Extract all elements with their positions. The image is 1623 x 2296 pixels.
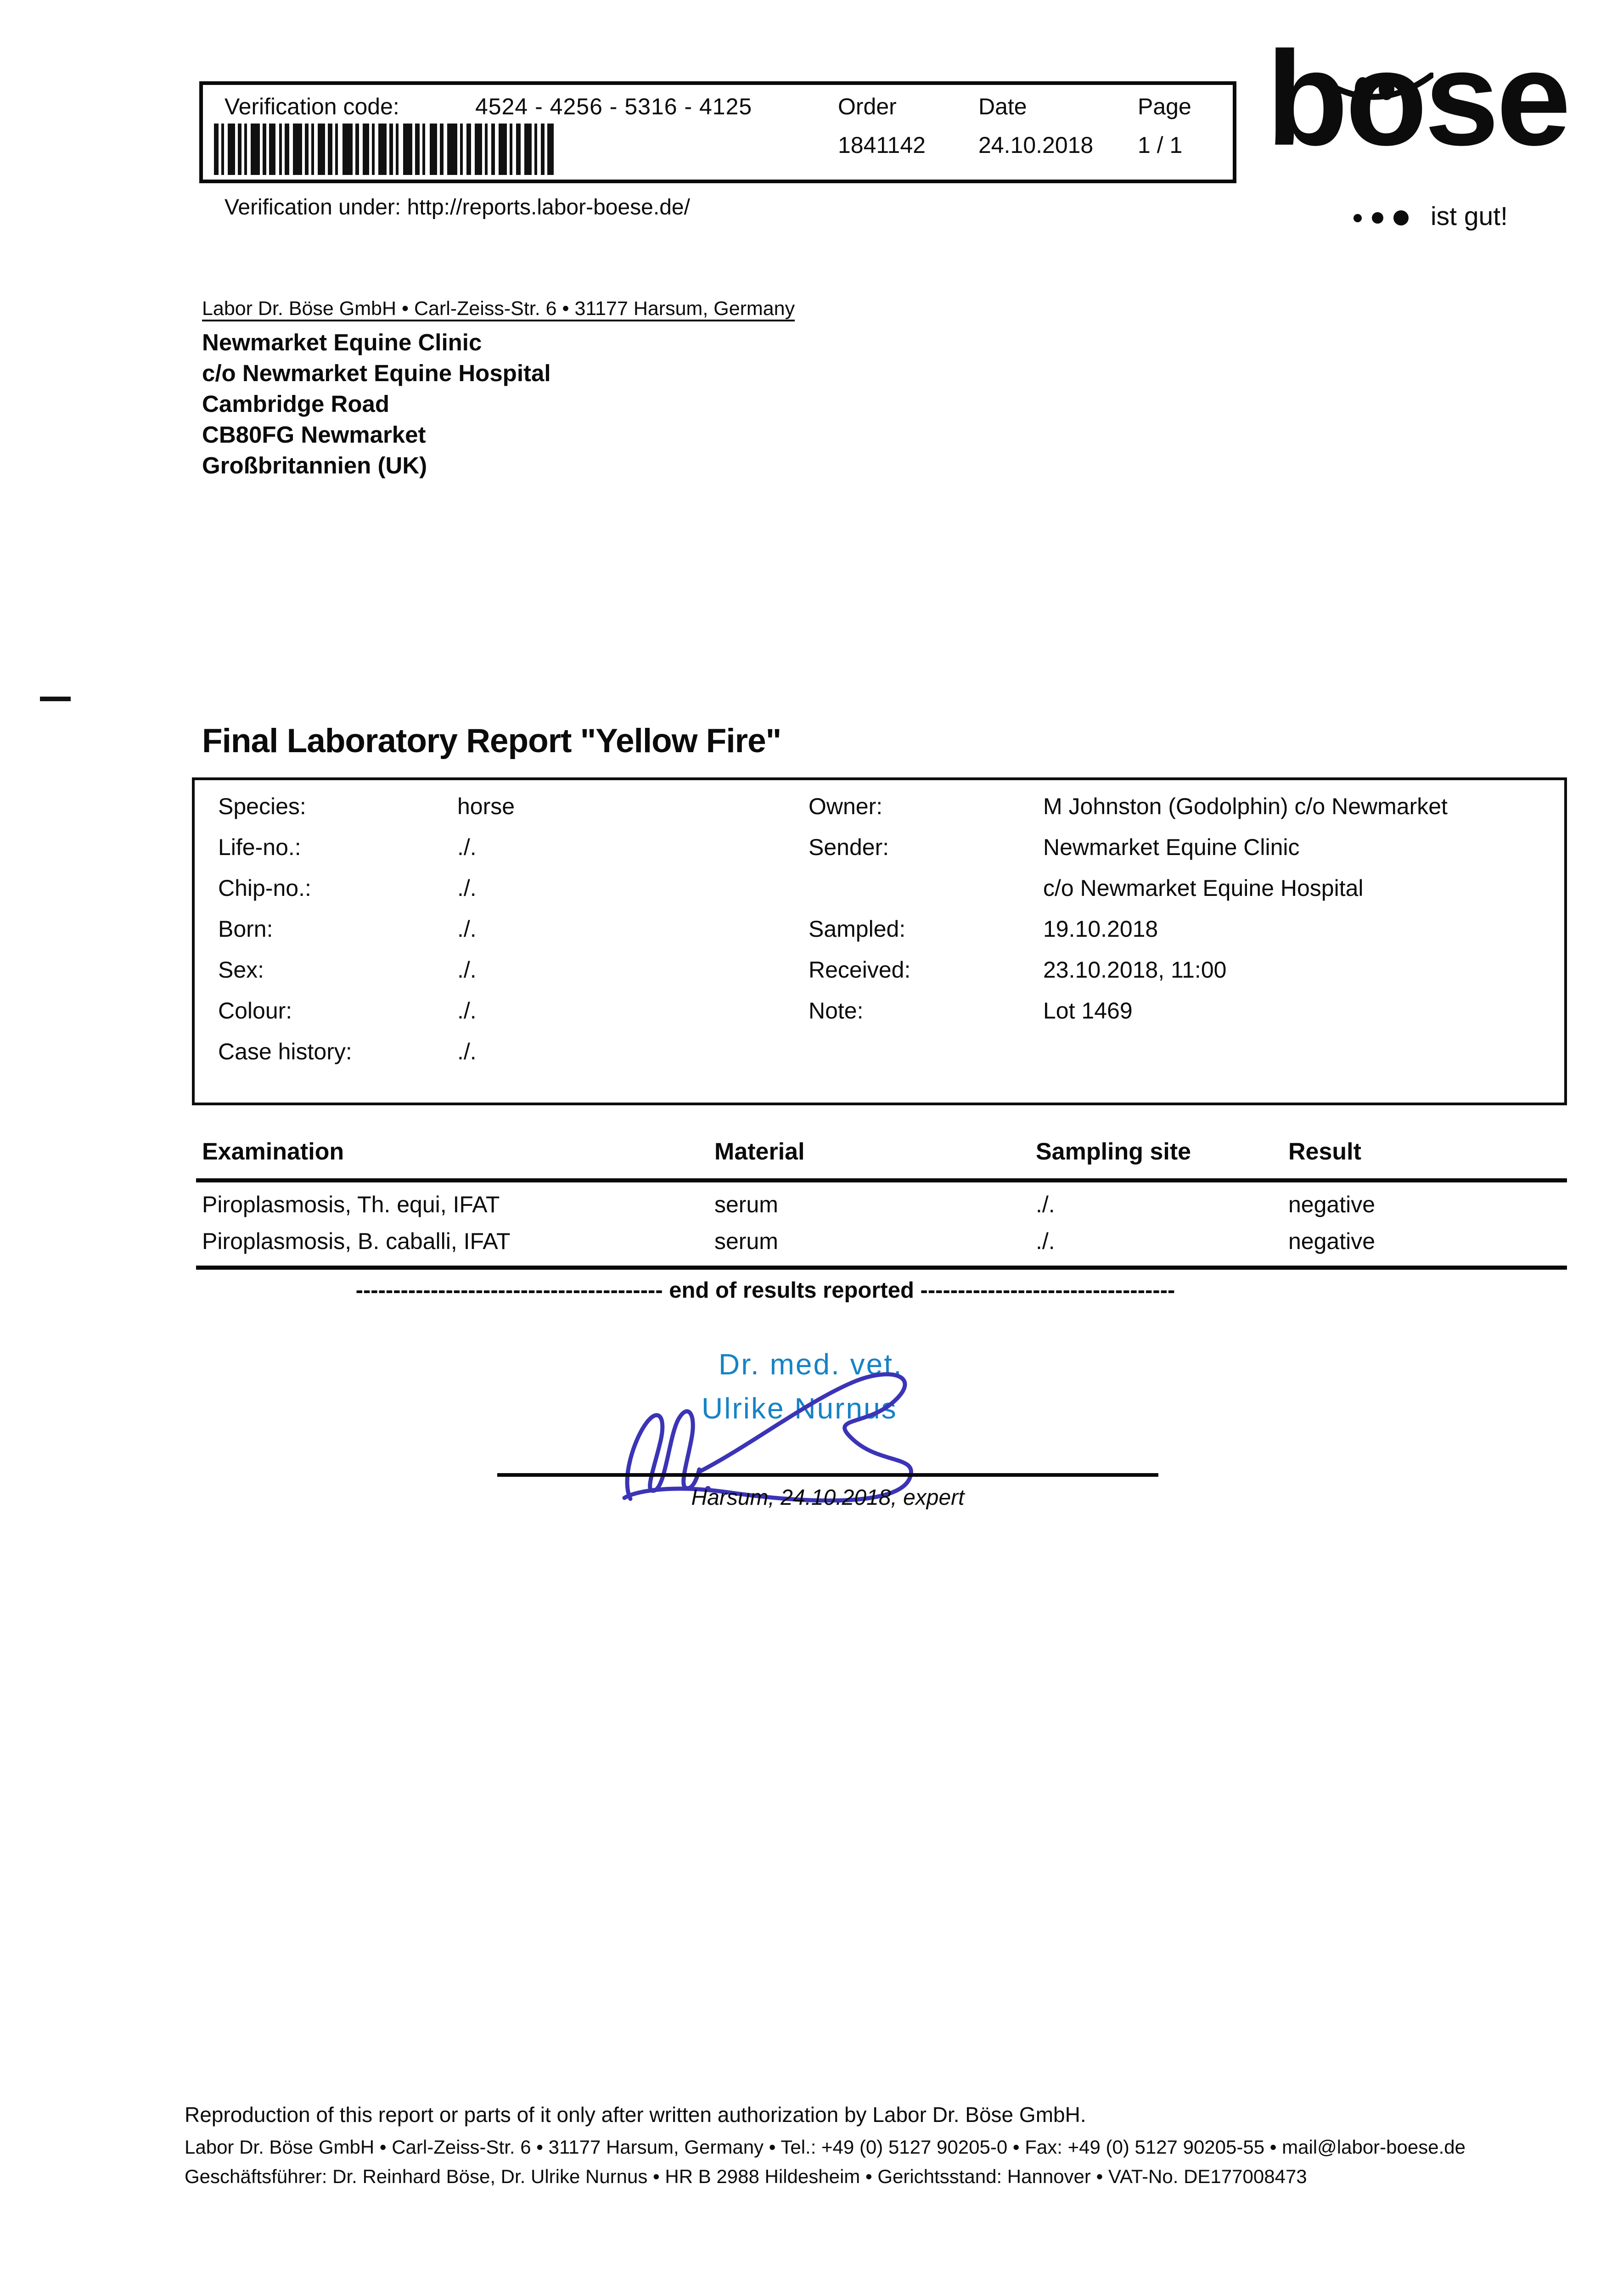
detail-label: Born:: [218, 916, 273, 942]
result-cell-examination: Piroplasmosis, Th. equi, IFAT: [202, 1192, 500, 1217]
detail-label: Sampled:: [809, 916, 906, 942]
signature-rule: [497, 1473, 1158, 1477]
barcode-icon: [214, 124, 554, 175]
detail-label: Owner:: [809, 793, 883, 819]
detail-label: Sender:: [809, 834, 889, 860]
table-rule-bottom: [196, 1266, 1567, 1270]
result-cell-material: serum: [714, 1228, 778, 1254]
order-label: Order: [838, 94, 897, 119]
detail-value: Newmarket Equine Clinic: [1043, 834, 1300, 860]
tagline-dot-icon: [1353, 214, 1362, 222]
detail-value: Lot 1469: [1043, 998, 1133, 1024]
column-header-result: Result: [1288, 1138, 1361, 1165]
footer-company-line: Labor Dr. Böse GmbH • Carl-Zeiss-Str. 6 …: [185, 2136, 1466, 2158]
logo-smile-icon: [1313, 73, 1433, 100]
date-value: 24.10.2018: [978, 132, 1094, 158]
detail-label: Sex:: [218, 957, 264, 983]
footer-legal-line: Geschäftsführer: Dr. Reinhard Böse, Dr. …: [185, 2166, 1307, 2187]
tagline-text: ist gut!: [1431, 202, 1508, 231]
detail-label: Species:: [218, 793, 306, 819]
signature-caption: Harsum, 24.10.2018, expert: [691, 1486, 965, 1510]
detail-label: Received:: [809, 957, 911, 983]
recipient-line: CB80FG Newmarket: [202, 422, 426, 448]
page-label: Page: [1138, 94, 1191, 119]
detail-label: Note:: [809, 998, 864, 1024]
logo-wordmark: bose: [1266, 23, 1571, 173]
result-cell-result: negative: [1288, 1228, 1376, 1254]
detail-label: Colour:: [218, 998, 292, 1024]
page-value: 1 / 1: [1138, 132, 1183, 158]
end-of-results-line: ----------------------------------------…: [355, 1278, 1175, 1303]
verification-box: Verification code: 4524 - 4256 - 5316 - …: [199, 81, 1236, 183]
handwritten-signature: [622, 1372, 913, 1503]
recipient-line: Newmarket Equine Clinic: [202, 329, 482, 355]
column-header-sampling-site: Sampling site: [1036, 1138, 1191, 1165]
result-cell-sampling-site: ./.: [1036, 1228, 1055, 1254]
column-header-examination: Examination: [202, 1138, 344, 1165]
column-header-material: Material: [714, 1138, 805, 1165]
recipient-line: Cambridge Road: [202, 391, 390, 417]
tagline-dot-icon: [1393, 210, 1409, 226]
result-cell-sampling-site: ./.: [1036, 1192, 1055, 1217]
detail-value: ./.: [457, 916, 477, 942]
detail-value: horse: [457, 793, 515, 819]
tagline-dot-icon: [1372, 212, 1383, 224]
detail-value: 23.10.2018, 11:00: [1043, 957, 1227, 983]
sender-address-line: Labor Dr. Böse GmbH • Carl-Zeiss-Str. 6 …: [202, 298, 795, 320]
detail-value: M Johnston (Godolphin) c/o Newmarket: [1043, 793, 1448, 819]
recipient-line: c/o Newmarket Equine Hospital: [202, 360, 551, 386]
fold-mark: [40, 697, 71, 701]
recipient-line: Großbritannien (UK): [202, 452, 427, 478]
result-cell-result: negative: [1288, 1192, 1376, 1217]
detail-value: ./.: [457, 875, 477, 901]
result-cell-examination: Piroplasmosis, B. caballi, IFAT: [202, 1228, 511, 1254]
result-cell-material: serum: [714, 1192, 778, 1217]
detail-value: 19.10.2018: [1043, 916, 1158, 942]
order-value: 1841142: [838, 132, 926, 158]
report-title: Final Laboratory Report "Yellow Fire": [202, 722, 781, 760]
table-rule-top: [196, 1178, 1567, 1182]
footer-reproduction-note: Reproduction of this report or parts of …: [185, 2103, 1086, 2127]
logo-tagline: ist gut!: [1353, 201, 1508, 231]
detail-label: Case history:: [218, 1039, 352, 1064]
recipient-address-block: Newmarket Equine Clinic c/o Newmarket Eq…: [202, 327, 551, 481]
detail-value: ./.: [457, 834, 477, 860]
detail-value: ./.: [457, 1039, 477, 1064]
detail-label: Life-no.:: [218, 834, 301, 860]
detail-value: c/o Newmarket Equine Hospital: [1043, 875, 1364, 901]
sample-details-box: Species: horse Life-no.: ./. Chip-no.: .…: [192, 777, 1567, 1105]
verification-url-line: Verification under: http://reports.labor…: [225, 195, 690, 219]
detail-value: ./.: [457, 998, 477, 1024]
verification-code-label: Verification code:: [225, 94, 399, 119]
verification-code-value: 4524 - 4256 - 5316 - 4125: [475, 94, 753, 119]
date-label: Date: [978, 94, 1027, 119]
detail-label: Chip-no.:: [218, 875, 311, 901]
detail-value: ./.: [457, 957, 477, 983]
company-logo: bose ist gut!: [1262, 31, 1592, 243]
